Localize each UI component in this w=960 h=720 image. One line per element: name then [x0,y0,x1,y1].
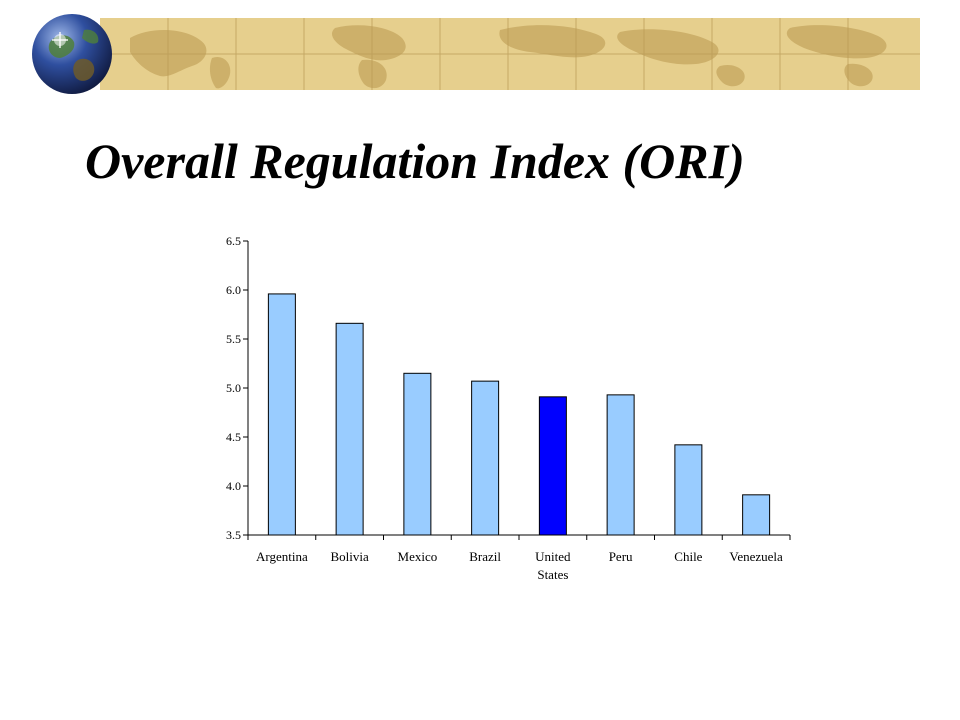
bar-united-states [538,396,567,536]
y-tick-label: 3.5 [226,528,241,542]
x-tick-label: States [537,567,568,582]
x-tick-label: Peru [609,549,633,564]
bar-peru [606,394,635,536]
bars [267,293,771,536]
x-tick-label: United [535,549,571,564]
bar-brazil [471,380,500,536]
x-tick-label: Venezuela [729,549,783,564]
bar-argentina [267,293,296,536]
world-map-banner [100,18,920,90]
bar-venezuela [742,494,771,536]
x-tick-label: Bolivia [330,549,369,564]
x-tick-label: Brazil [469,549,501,564]
y-tick-label: 6.0 [226,283,241,297]
bar-chile [674,444,703,536]
globe-icon [32,14,112,94]
slide-title: Overall Regulation Index (ORI) [85,133,745,189]
y-tick-label: 5.5 [226,332,241,346]
y-tick-label: 5.0 [226,381,241,395]
y-tick-label: 4.5 [226,430,241,444]
x-axis: Argentina Bolivia Mexico Brazil United States… [247,534,791,582]
x-tick-label: Chile [674,549,702,564]
y-axis: 3.5 4.0 4.5 5.0 5.5 6.0 6.5 [226,234,249,542]
bar-bolivia [335,322,364,536]
x-tick-label: Mexico [398,549,438,564]
y-tick-label: 4.0 [226,479,241,493]
x-tick-label: Argentina [256,549,308,564]
y-tick-label: 6.5 [226,234,241,248]
bar-mexico [403,372,432,536]
